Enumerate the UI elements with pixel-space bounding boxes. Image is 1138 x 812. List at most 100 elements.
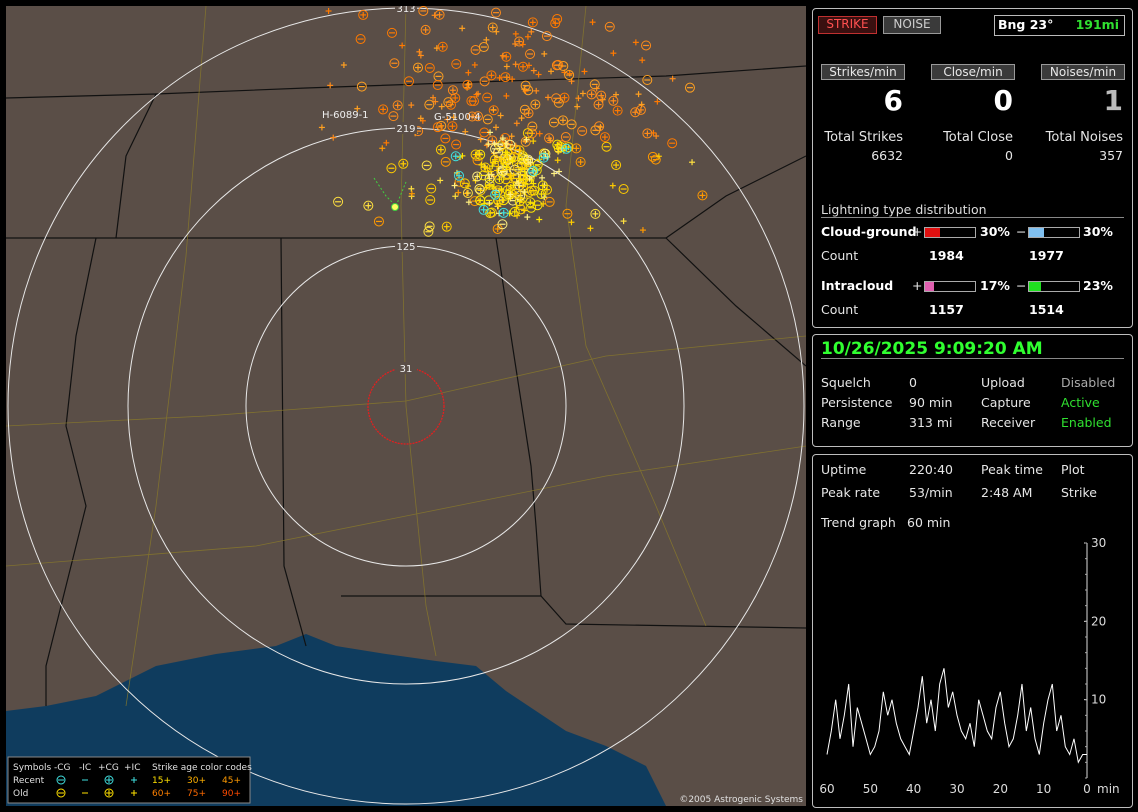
strike-symbol: [462, 79, 473, 90]
status-label: Capture: [981, 395, 1031, 410]
strike-symbol: [531, 165, 542, 176]
strike-symbol: [564, 70, 575, 81]
strike-symbol: [684, 82, 695, 93]
strike-symbol: [571, 143, 582, 154]
stat-value: 53/min: [909, 485, 953, 500]
strike-symbol: [447, 85, 458, 96]
count-value: 1984: [929, 248, 964, 263]
distance: 191mi: [1075, 17, 1119, 32]
pct-bar-fill: [925, 228, 940, 237]
pct-bar-fill: [1029, 282, 1041, 291]
strike-symbol: [497, 219, 508, 230]
total-value: 0: [1005, 148, 1013, 163]
status-label: Upload: [981, 375, 1025, 390]
pct-bar-frame: [1028, 281, 1080, 292]
strike-symbol: [378, 104, 389, 115]
x-unit: min: [1097, 782, 1120, 796]
strike-symbol: [641, 40, 652, 51]
legend-box: [7, 756, 251, 804]
strike-symbol: [650, 154, 661, 165]
strike-symbol: [333, 196, 344, 207]
strike-symbol: [434, 9, 445, 20]
bearing-box: [994, 15, 1125, 36]
pct-bar-frame: [1028, 227, 1080, 238]
x-tick-label: 60: [819, 782, 834, 796]
legend-symbol: [104, 788, 114, 798]
strike-symbol: [618, 184, 629, 195]
strike-symbol: [420, 24, 431, 35]
strike-symbol: [522, 128, 533, 139]
strike-symbol: [517, 181, 528, 192]
total-value: 357: [1099, 148, 1123, 163]
trend-graph: 10 20 30 60 50 40 30 20 10 0 min: [819, 536, 1120, 796]
bearing: Bng 23°: [998, 17, 1054, 32]
strike-symbol: [544, 196, 555, 207]
divider: [821, 358, 1124, 359]
plus-sign: +: [912, 278, 923, 293]
strike-symbol: [495, 141, 506, 152]
legend-text: 75+: [187, 789, 206, 799]
strike-symbol: [445, 99, 456, 110]
trend-line: [826, 668, 1087, 764]
strike-symbol: [525, 197, 536, 208]
stat-label: Trend graph: [821, 515, 896, 530]
strike-symbol: [596, 90, 607, 101]
strike-symbol: [487, 22, 498, 33]
strike-symbol: [611, 160, 622, 171]
x-tick-label: 50: [863, 782, 878, 796]
legend-text: Strike age color codes: [152, 763, 252, 773]
strike-symbol: [550, 18, 561, 29]
strike-symbol: [488, 105, 499, 116]
legend-text: Symbols: [13, 763, 52, 773]
strike-symbol: [501, 51, 512, 62]
stats-panel: [812, 454, 1133, 808]
strike-symbol: [526, 185, 537, 196]
strike-symbol: [423, 226, 434, 237]
strike-symbol: [425, 195, 436, 206]
pct-bar-frame: [924, 227, 976, 238]
x-tick-label: 40: [906, 782, 921, 796]
count-value: 1157: [929, 302, 964, 317]
strike-symbol: [525, 48, 536, 59]
rate-value: 6: [883, 84, 903, 117]
y-tick-label: 20: [1091, 614, 1106, 628]
ring-label-bg: [395, 6, 417, 14]
strike-symbol: [389, 58, 400, 69]
strike-symbol: [526, 167, 537, 178]
stat-label: Peak rate: [821, 485, 881, 500]
type-label: Intracloud: [821, 278, 894, 293]
noise-button[interactable]: NOISE: [883, 16, 941, 34]
map: 31 125 219 313 H-6089-1 G-5100-4 ©2005 Astroge…: [6, 6, 806, 806]
strike-symbol: [526, 202, 537, 213]
symbol-legend: Symbols -CG -IC +CG +IC Strike age color code…: [7, 756, 252, 804]
strike-symbol: [475, 149, 486, 160]
strike-button[interactable]: STRIKE: [818, 16, 877, 34]
strike-symbol: [562, 208, 573, 219]
x-tick-label: 10: [1036, 782, 1051, 796]
pct-label: 30%: [980, 224, 1010, 239]
count-value: 1977: [1029, 248, 1064, 263]
strike-symbol: [551, 93, 562, 104]
strike-symbol: [523, 108, 534, 119]
pct-bar-frame: [924, 281, 976, 292]
strike-symbol: [604, 21, 615, 32]
strike-symbol: [519, 104, 530, 115]
legend-text: 90+: [222, 789, 241, 799]
legend-text: 60+: [152, 789, 171, 799]
strike-symbol: [667, 138, 678, 149]
strike-symbol: [532, 200, 543, 211]
strike-symbol: [556, 142, 567, 153]
strike-symbol: [530, 99, 541, 110]
status-value: Enabled: [1061, 415, 1112, 430]
strike-symbol: [356, 81, 367, 92]
strike-symbol: [392, 100, 403, 111]
rate-label: Close/min: [931, 64, 1015, 80]
strike-symbol: [544, 133, 555, 144]
strike-symbol: [551, 60, 562, 71]
strike-symbol: [413, 62, 424, 73]
strike-symbol: [472, 155, 483, 166]
distribution-title: Lightning type distribution: [821, 202, 987, 217]
status-value: Disabled: [1061, 375, 1116, 390]
stat-value: 220:40: [909, 462, 953, 477]
